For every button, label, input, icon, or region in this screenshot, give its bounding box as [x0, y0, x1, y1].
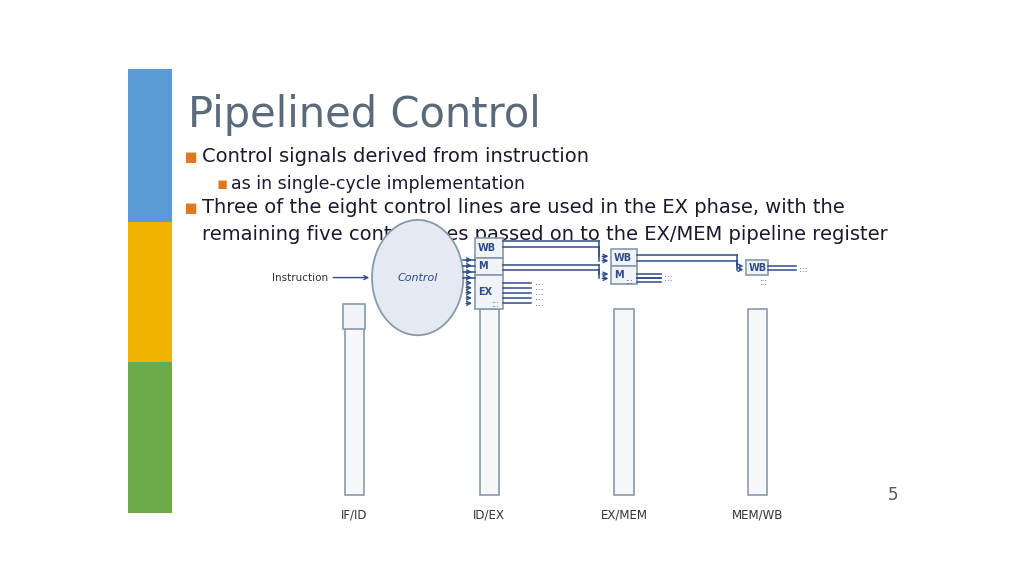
Bar [128, 69, 172, 222]
Bar [611, 267, 637, 284]
Text: ...: ... [536, 283, 544, 292]
Bar [475, 238, 504, 257]
Text: ID/EX: ID/EX [473, 508, 505, 521]
Text: ...: ... [665, 274, 673, 283]
Text: remaining five control lines passed on to the EX/MEM pipeline register: remaining five control lines passed on t… [202, 225, 888, 244]
Bar [479, 309, 499, 495]
Text: ▪: ▪ [183, 198, 198, 218]
Text: IF/ID: IF/ID [341, 508, 368, 521]
Bar [746, 260, 768, 275]
Text: ...: ... [759, 278, 767, 287]
Text: ...: ... [799, 265, 807, 274]
Text: M: M [613, 270, 624, 281]
Bar [128, 362, 172, 513]
Text: ▪: ▪ [217, 175, 228, 193]
Bar [614, 309, 634, 495]
Bar [748, 309, 767, 495]
Text: Three of the eight control lines are used in the EX phase, with the: Three of the eight control lines are use… [202, 198, 845, 217]
Bar [611, 249, 637, 267]
Text: EX/MEM: EX/MEM [600, 508, 647, 521]
Text: ...: ... [536, 299, 544, 308]
Text: ...: ... [626, 274, 634, 282]
Text: WB: WB [613, 253, 632, 263]
Text: Control: Control [397, 272, 438, 283]
Text: MEM/WB: MEM/WB [731, 508, 783, 521]
Bar [128, 222, 172, 362]
Text: ...: ... [759, 274, 767, 283]
Text: WB: WB [749, 263, 767, 272]
Text: as in single-cycle implementation: as in single-cycle implementation [231, 175, 525, 193]
Text: ...: ... [665, 270, 673, 279]
Text: ...: ... [536, 294, 544, 302]
Bar [475, 275, 504, 309]
Bar [345, 309, 364, 495]
Text: ...: ... [536, 278, 544, 287]
Text: Instruction: Instruction [271, 272, 328, 283]
Text: ...: ... [490, 300, 499, 309]
Text: ...: ... [799, 262, 807, 271]
Text: M: M [478, 262, 487, 271]
Bar [475, 257, 504, 275]
Text: ...: ... [626, 277, 634, 286]
Text: Control signals derived from instruction: Control signals derived from instruction [202, 147, 589, 166]
Text: WB: WB [478, 242, 496, 253]
Text: ▪: ▪ [183, 147, 198, 166]
Text: ...: ... [490, 296, 499, 305]
Text: ...: ... [536, 288, 544, 297]
Bar [343, 304, 366, 328]
Text: Pipelined Control: Pipelined Control [187, 93, 541, 135]
Ellipse shape [372, 220, 463, 335]
Text: EX: EX [478, 287, 493, 297]
Text: 5: 5 [887, 486, 898, 504]
